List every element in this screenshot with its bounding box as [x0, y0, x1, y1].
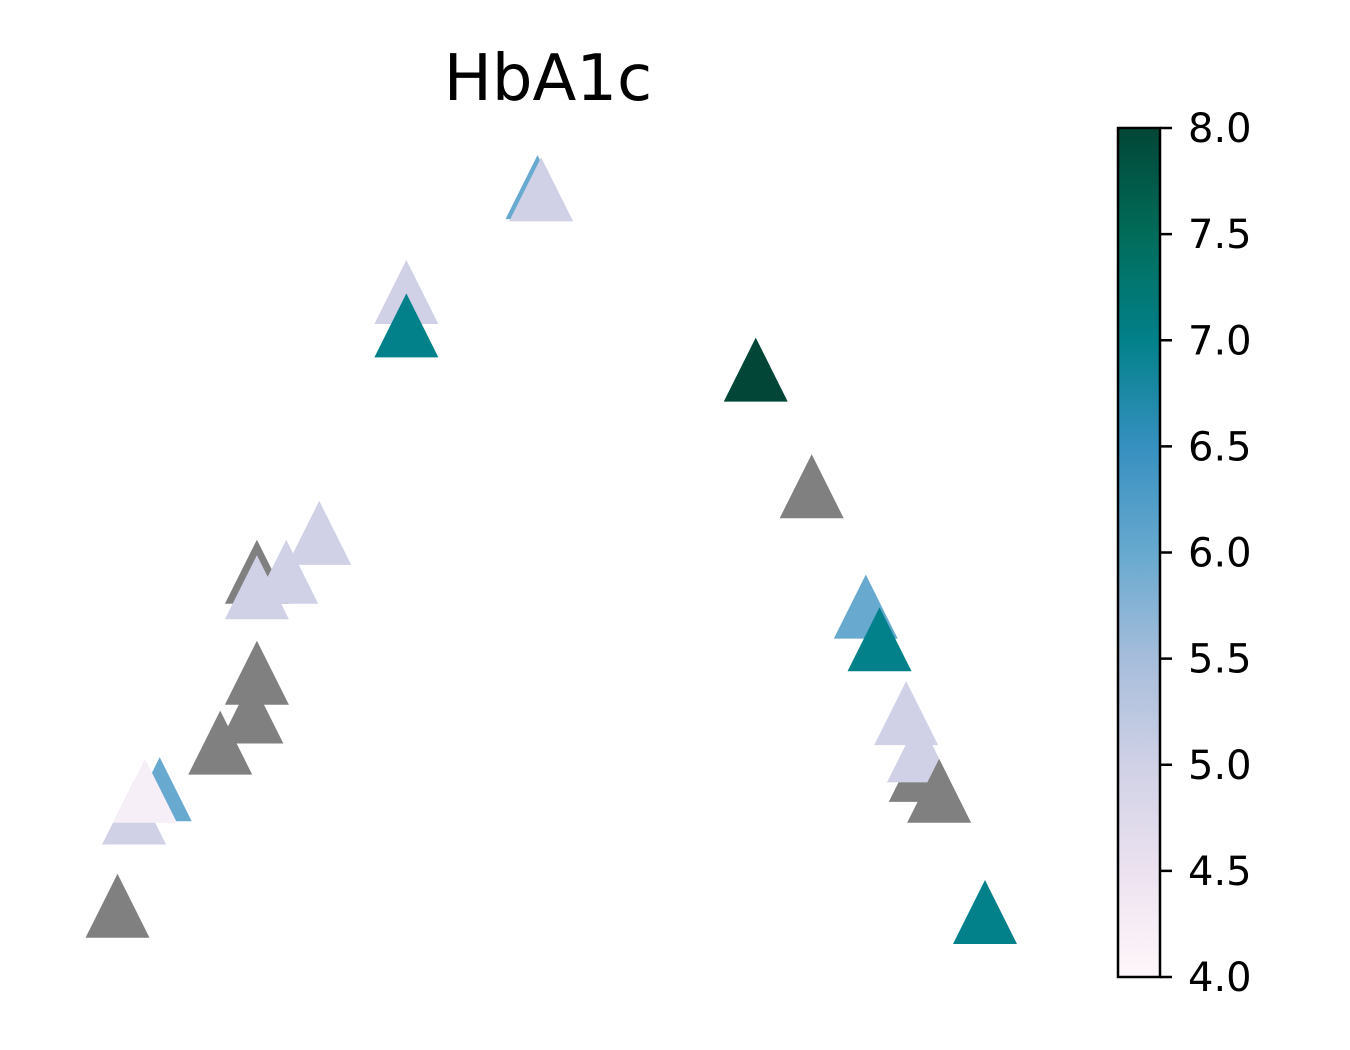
colorbar-tick-label-2: 5.0	[1188, 743, 1252, 789]
colorbar-tick-label-8: 8.0	[1188, 106, 1252, 152]
data-point-19	[874, 681, 939, 746]
data-point-9	[224, 555, 289, 620]
colorbar-tick-label-4: 6.0	[1188, 531, 1252, 577]
colorbar-tick-label-3: 5.5	[1188, 637, 1252, 683]
chart-title: HbA1c	[444, 42, 652, 116]
colorbar-tick-label-0: 4.0	[1188, 955, 1252, 1001]
data-point-16	[779, 454, 844, 519]
data-point-3	[113, 758, 178, 823]
data-point-23	[952, 880, 1017, 945]
colorbar: 4.0 4.5 5.0 5.5 6.0 6.5 7.0 7.5 8.0	[1116, 106, 1252, 1001]
data-point-10	[287, 500, 352, 565]
scatter-points	[85, 155, 1017, 945]
data-point-0	[85, 873, 150, 938]
data-point-21	[886, 718, 951, 783]
colorbar-tick-label-6: 7.0	[1188, 318, 1252, 364]
data-point-18	[847, 607, 912, 672]
data-point-11	[374, 259, 439, 324]
data-point-22	[907, 758, 972, 823]
colorbar-gradient	[1116, 126, 1162, 979]
data-point-14	[509, 157, 574, 222]
data-point-5	[219, 679, 284, 744]
data-point-6	[224, 640, 289, 705]
colorbar-tick-label-5: 6.5	[1188, 424, 1252, 470]
colorbar-tick-label-7: 7.5	[1188, 212, 1252, 258]
colorbar-tick-label-1: 4.5	[1188, 849, 1252, 895]
data-point-12	[374, 293, 439, 358]
data-point-15	[723, 337, 788, 402]
colorbar-ticks: 4.0 4.5 5.0 5.5 6.0 6.5 7.0 7.5 8.0	[1160, 106, 1252, 1001]
